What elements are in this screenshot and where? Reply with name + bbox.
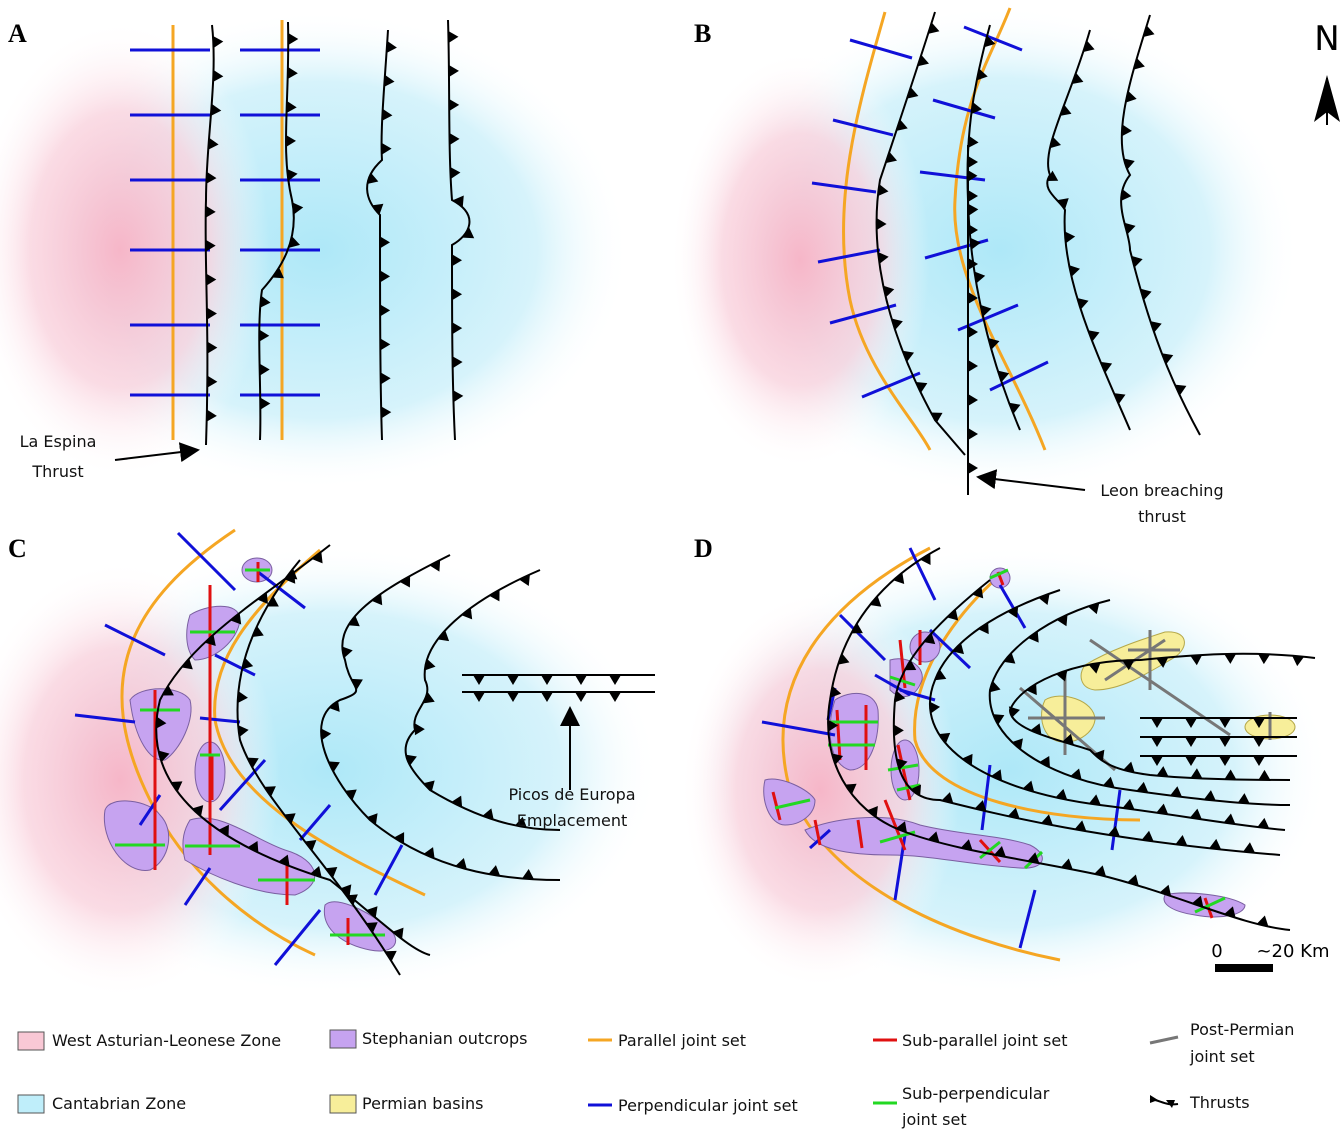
legend-label: Stephanian outcrops (362, 1029, 528, 1048)
legend-label: Parallel joint set (618, 1031, 746, 1050)
line-shape (330, 1030, 356, 1048)
line-shape (1150, 1037, 1178, 1043)
legend: West Asturian-Leonese Zone Stephanian ou… (18, 1020, 1294, 1129)
panel-label: D (694, 534, 713, 563)
panel-label: B (694, 19, 711, 48)
legend-label: Post-Permian (1190, 1020, 1294, 1039)
north-label: N (1314, 19, 1339, 59)
legend-label: joint set (1189, 1047, 1255, 1066)
legend-label: West Asturian-Leonese Zone (52, 1031, 281, 1050)
panel-label: A (8, 19, 27, 48)
annotation: thrust (1138, 507, 1186, 526)
thrust-tooth (1292, 656, 1304, 666)
line-shape (670, 50, 930, 470)
legend-label: Thrusts (1189, 1093, 1250, 1112)
scale-label: 0 (1211, 941, 1222, 962)
legend-label: Permian basins (362, 1094, 484, 1113)
annotation: La Espina (20, 432, 97, 451)
legend-label: Cantabrian Zone (52, 1094, 186, 1113)
legend-label: Perpendicular joint set (618, 1096, 798, 1115)
line-shape (18, 1032, 44, 1050)
annotation: Leon breaching (1100, 481, 1223, 500)
annotation: Picos de Europa (508, 785, 635, 804)
legend-label: Sub-parallel joint set (902, 1031, 1067, 1050)
legend-label: joint set (901, 1110, 967, 1129)
annotation: Thrust (31, 462, 83, 481)
figure: A B C D N La Espina Thrust Leon breachin… (0, 0, 1342, 1131)
panel-label: C (8, 534, 27, 563)
scale-label: ~20 Km (1256, 941, 1329, 962)
line-shape (1215, 964, 1273, 972)
line-shape (18, 1095, 44, 1113)
legend-label: Sub-perpendicular (902, 1084, 1050, 1103)
line-shape (330, 1095, 356, 1113)
annotation: Emplacement (517, 811, 628, 830)
